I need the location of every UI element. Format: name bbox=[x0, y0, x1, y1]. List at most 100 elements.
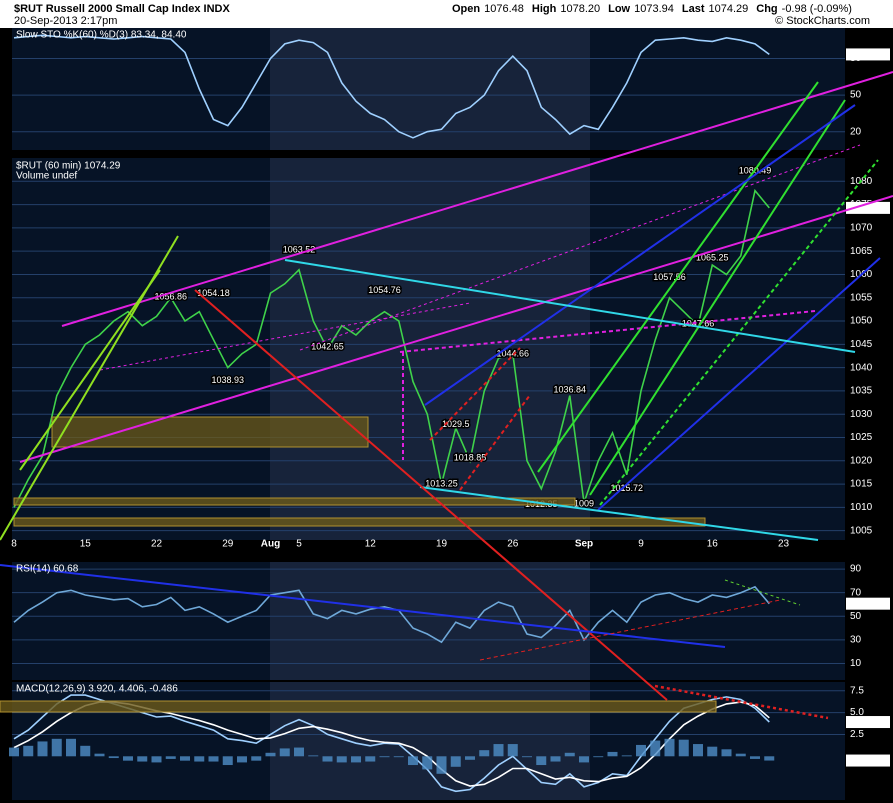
x-tick-label: 23 bbox=[778, 539, 790, 550]
current-value: 3.920 bbox=[848, 717, 873, 728]
histogram-bar bbox=[636, 744, 646, 757]
trend-line bbox=[479, 599, 781, 661]
histogram-bar bbox=[66, 738, 76, 757]
histogram-bar bbox=[393, 756, 404, 758]
trend-line bbox=[724, 579, 801, 606]
current-value-box bbox=[846, 597, 890, 610]
y-tick-label: 1065 bbox=[850, 246, 873, 257]
histogram-bar bbox=[137, 756, 148, 762]
histogram-bar bbox=[279, 748, 290, 757]
y-tick-label: 1050 bbox=[850, 316, 873, 327]
header-bg bbox=[0, 0, 893, 28]
trend-line bbox=[424, 104, 856, 406]
panel-title: MACD(12,26,9) 3.920, 4.406, -0.486 bbox=[16, 684, 178, 695]
histogram-bar bbox=[351, 756, 361, 763]
current-value: 60.68 bbox=[848, 598, 873, 609]
current-value: 1074.29 bbox=[848, 203, 885, 214]
trend-line bbox=[459, 394, 531, 491]
x-tick-label: 9 bbox=[638, 539, 644, 550]
histogram-bar bbox=[23, 745, 34, 757]
histogram-bar bbox=[621, 755, 632, 757]
y-tick-label: 7.5 bbox=[850, 685, 864, 696]
y-tick-label: 1025 bbox=[850, 432, 873, 443]
trend-line bbox=[599, 159, 879, 506]
x-tick-label: Aug bbox=[261, 539, 280, 550]
pivot-label: 1018.85 bbox=[454, 453, 487, 463]
x-tick-label: 5 bbox=[296, 539, 302, 550]
zone bbox=[13, 517, 706, 527]
trend-line bbox=[429, 347, 521, 441]
panel-subtitle: Volume undef bbox=[16, 171, 77, 182]
y-tick-label: 1005 bbox=[850, 525, 873, 536]
current-value: -0.486 bbox=[848, 755, 877, 766]
panel-title: Slow STO %K(60) %D(3) 83.34, 84.40 bbox=[16, 30, 187, 41]
trend-line bbox=[589, 99, 846, 496]
histogram-bar bbox=[108, 756, 119, 759]
quote-label: Open bbox=[452, 3, 480, 15]
y-tick-label: 50 bbox=[850, 611, 862, 622]
panel-title: RSI(14) 60.68 bbox=[16, 564, 79, 575]
quote-label: Low bbox=[608, 3, 630, 15]
pivot-label: 1013.25 bbox=[425, 479, 458, 489]
histogram-bar bbox=[507, 744, 518, 757]
histogram-bar bbox=[479, 750, 490, 757]
histogram-bar bbox=[251, 756, 262, 761]
y-tick-label: 1045 bbox=[850, 339, 873, 350]
histogram-bar bbox=[735, 753, 746, 757]
y-tick-label: 20 bbox=[850, 126, 862, 137]
y-tick-label: 1015 bbox=[850, 479, 873, 490]
pivot-label: 1042.65 bbox=[311, 342, 344, 352]
panel-title: $RUT (60 min) 1074.29 bbox=[16, 161, 121, 172]
histogram-bar bbox=[165, 756, 176, 759]
pivot-label: 1047.66 bbox=[682, 318, 715, 328]
histogram-bar bbox=[37, 741, 48, 757]
zone bbox=[13, 497, 576, 506]
histogram-bar bbox=[522, 756, 532, 758]
trend-line bbox=[537, 81, 819, 473]
pivot-label: 1054.76 bbox=[368, 285, 401, 295]
pivot-label: 1044.66 bbox=[496, 348, 529, 358]
x-tick-label: 19 bbox=[436, 539, 448, 550]
x-tick-label: 8 bbox=[11, 539, 17, 550]
chart-date: 20-Sep-2013 2:17pm bbox=[14, 15, 117, 27]
trend-line bbox=[654, 684, 829, 720]
histogram-bar bbox=[237, 756, 247, 763]
histogram-bar bbox=[379, 756, 390, 758]
pivot-label: 1056.86 bbox=[154, 291, 187, 301]
current-value-box bbox=[846, 754, 890, 767]
histogram-bar bbox=[80, 745, 91, 757]
x-tick-label: 26 bbox=[507, 539, 519, 550]
y-tick-label: 90 bbox=[850, 564, 862, 575]
y-tick-label: 1020 bbox=[850, 455, 873, 466]
y-tick-label: 1030 bbox=[850, 409, 873, 420]
credit: © StockCharts.com bbox=[775, 15, 870, 27]
x-tick-label: Sep bbox=[575, 539, 593, 550]
histogram-bar bbox=[450, 756, 461, 767]
x-tick-label: 15 bbox=[80, 539, 92, 550]
histogram-bar bbox=[564, 752, 575, 757]
pivot-label: 1063.52 bbox=[283, 244, 316, 254]
histogram-bar bbox=[579, 756, 589, 763]
histogram-bar bbox=[607, 751, 618, 757]
histogram-bar bbox=[693, 744, 703, 757]
histogram-bar bbox=[593, 756, 604, 758]
histogram-bar bbox=[194, 756, 205, 762]
histogram-bar bbox=[707, 746, 718, 757]
trend-line bbox=[19, 269, 161, 471]
y-tick-label: 10 bbox=[850, 658, 862, 669]
month-band bbox=[270, 562, 590, 680]
histogram-bar bbox=[678, 739, 689, 757]
histogram-bar bbox=[721, 749, 732, 757]
histogram-bar bbox=[764, 756, 775, 761]
quote-value: 1074.29 bbox=[709, 3, 749, 15]
trend-line bbox=[597, 257, 881, 511]
histogram-bar bbox=[123, 756, 133, 761]
current-value-box bbox=[846, 716, 890, 729]
y-tick-label: 30 bbox=[850, 635, 862, 646]
histogram-bar bbox=[422, 756, 433, 770]
x-tick-label: 22 bbox=[151, 539, 163, 550]
y-tick-label: 1070 bbox=[850, 223, 873, 234]
trend-line bbox=[284, 259, 856, 353]
month-band bbox=[270, 28, 590, 150]
